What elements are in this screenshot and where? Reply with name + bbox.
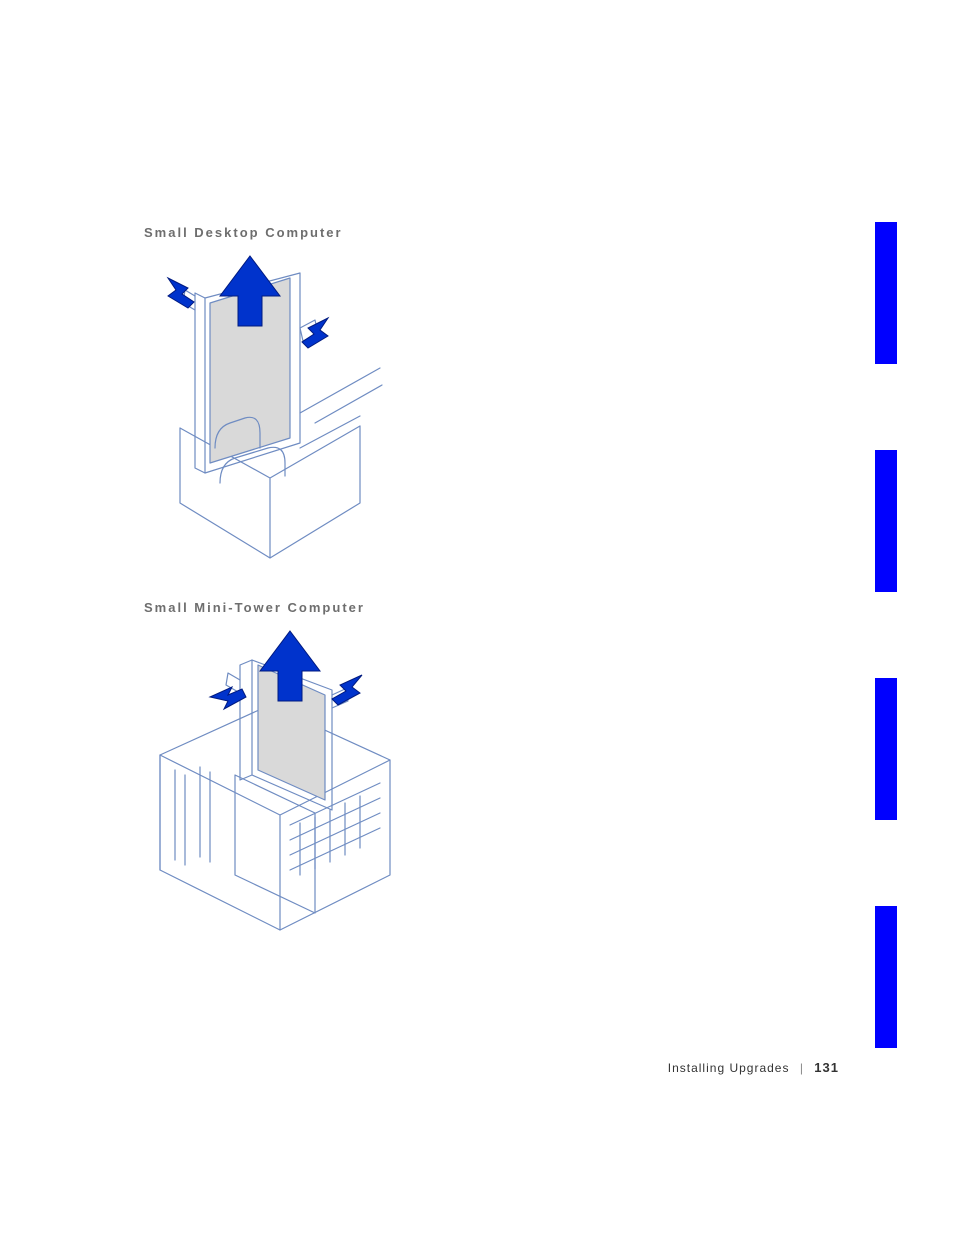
- heading-small-mini-tower: Small Mini-Tower Computer: [144, 600, 365, 615]
- section-tab: [875, 222, 897, 364]
- footer-section-title: Installing Upgrades: [668, 1061, 790, 1075]
- diagram-desktop-shroud: [150, 248, 390, 568]
- chassis-outline: [180, 426, 360, 558]
- chassis-outline-2: [300, 368, 382, 448]
- chassis-edges: [160, 755, 390, 930]
- diagram-tower-shroud: [140, 625, 420, 935]
- footer-page-number: 131: [814, 1060, 839, 1075]
- arrow-pinch-right-icon: [332, 675, 362, 705]
- section-tab: [875, 678, 897, 820]
- shroud-side: [240, 660, 252, 780]
- card-slots: [175, 767, 210, 865]
- arrow-pinch-left-icon: [210, 687, 246, 709]
- vent-rows: [290, 783, 380, 875]
- section-tab: [875, 450, 897, 592]
- section-tabs: [875, 0, 897, 1235]
- figure-small-mini-tower: [140, 625, 420, 935]
- section-tab: [875, 906, 897, 1048]
- document-page: Small Desktop Computer: [0, 0, 954, 1235]
- heading-small-desktop: Small Desktop Computer: [144, 225, 343, 240]
- shroud-bay: [235, 775, 315, 913]
- footer-separator: |: [800, 1061, 804, 1075]
- figure-small-desktop: [150, 248, 390, 568]
- page-footer: Installing Upgrades | 131: [668, 1060, 839, 1075]
- shroud-side: [195, 293, 205, 473]
